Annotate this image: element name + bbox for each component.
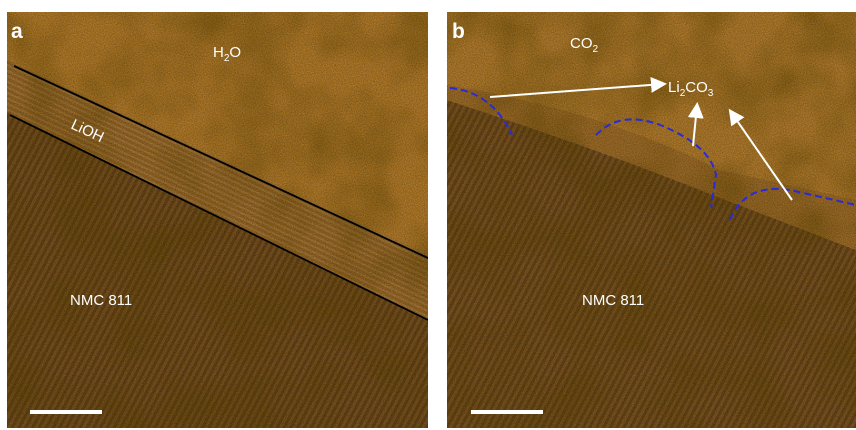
- material-label: NMC 811: [70, 292, 132, 309]
- figure: a H2O LiOH NMC 811 b CO2 Li2CO3 NMC 811: [0, 0, 856, 430]
- panel-b-image: [447, 12, 856, 428]
- material-label: NMC 811: [582, 292, 644, 309]
- panel-label: a: [11, 20, 23, 43]
- panel-label: b: [452, 20, 465, 43]
- panel-a-image: [7, 12, 428, 428]
